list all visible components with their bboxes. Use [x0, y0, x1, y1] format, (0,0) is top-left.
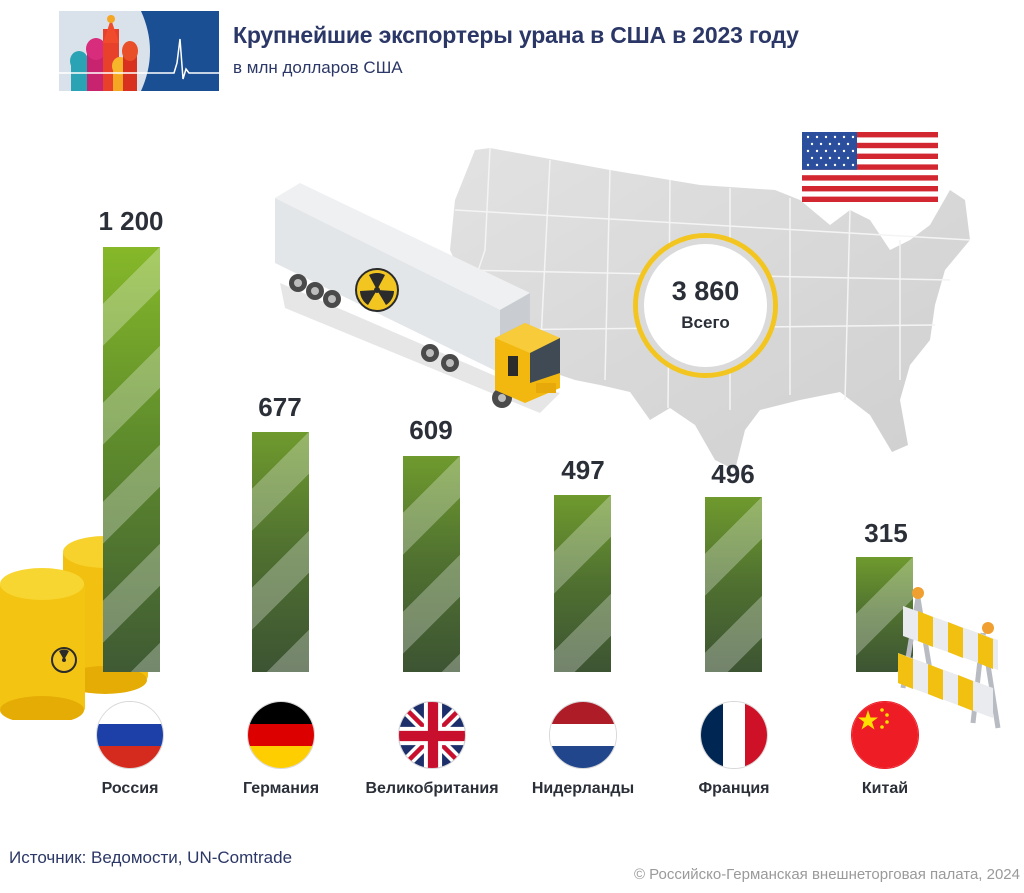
chart-title: Крупнейшие экспортеры урана в США в 2023…: [233, 22, 799, 48]
france-flag-icon: [700, 701, 768, 769]
country-label-china: Китай: [861, 780, 909, 797]
bar-russia: [103, 247, 160, 672]
bar-value-germany: 677: [258, 392, 302, 422]
bar-uk: [403, 456, 460, 672]
logo-icon: [59, 11, 219, 91]
bar-value-uk: 609: [409, 415, 453, 445]
bar-germany: [252, 432, 309, 672]
country-label-france: Франция: [698, 780, 770, 797]
netherlands-flag-icon: [549, 701, 617, 769]
china-flag-icon: [851, 701, 919, 769]
uk-flag-icon: [398, 701, 466, 769]
chamber-logo: [59, 11, 219, 91]
bar-value-france: 496: [711, 459, 755, 489]
country-label-russia: Россия: [101, 780, 159, 797]
total-value: 3 860: [671, 276, 740, 306]
country-label-netherlands: Нидерланды: [531, 780, 635, 797]
source-note: Источник: Ведомости, UN-Comtrade: [9, 848, 293, 867]
usa-flag-icon: [802, 132, 938, 202]
total-label: Всего: [681, 313, 730, 332]
country-label-germany: Германия: [242, 780, 320, 797]
road-barrier-illustration: [898, 587, 1001, 729]
bar-france: [705, 497, 762, 672]
russia-flag-icon: [96, 701, 164, 769]
total-badge: 3 860 Всего: [633, 233, 778, 378]
bar-value-china: 315: [864, 518, 908, 548]
bar-value-russia: 1 200: [98, 206, 164, 236]
bar-value-netherlands: 497: [561, 455, 605, 485]
germany-flag-icon: [247, 701, 315, 769]
copyright-note: © Российско-Германская внешнеторговая па…: [633, 866, 1020, 883]
chart-subtitle: в млн долларов США: [233, 58, 403, 77]
bar-netherlands: [554, 495, 611, 672]
radioactive-truck-illustration: [275, 183, 560, 413]
country-label-uk: Великобритания: [365, 780, 499, 797]
